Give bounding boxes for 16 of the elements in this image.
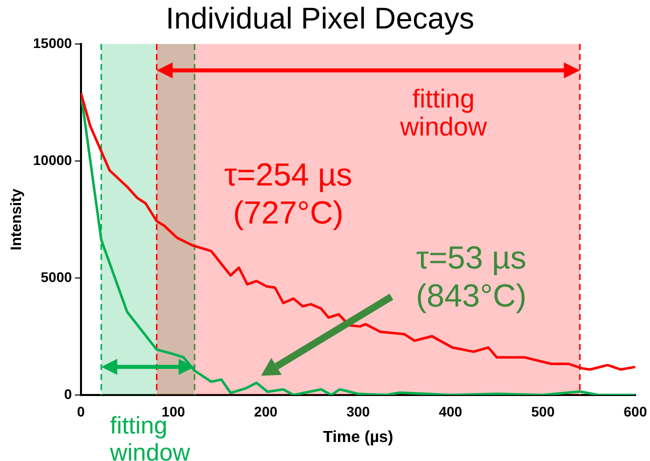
x-tick-label: 200 xyxy=(254,403,278,420)
y-tick-label: 0 xyxy=(64,386,72,402)
x-tick-label: 500 xyxy=(531,403,555,420)
annotation: fitting window xyxy=(399,83,488,142)
x-tick-label: 600 xyxy=(624,403,648,420)
y-tick-label: 15000 xyxy=(32,34,72,51)
chart-title: Individual Pixel Decays xyxy=(166,2,474,36)
y-tick-label: 5000 xyxy=(40,268,72,285)
y-tick-label: 10000 xyxy=(32,152,72,168)
x-tick-label: 0 xyxy=(77,403,86,420)
y-axis-title: Intensity xyxy=(8,188,26,250)
annotation: τ=254 µs (727°C) xyxy=(224,156,352,230)
x-tick-label: 400 xyxy=(438,403,462,420)
annotation: τ=53 µs (843°C) xyxy=(416,240,527,314)
x-tick-label: 300 xyxy=(346,403,370,420)
x-axis-title: Time (µs) xyxy=(322,428,394,446)
